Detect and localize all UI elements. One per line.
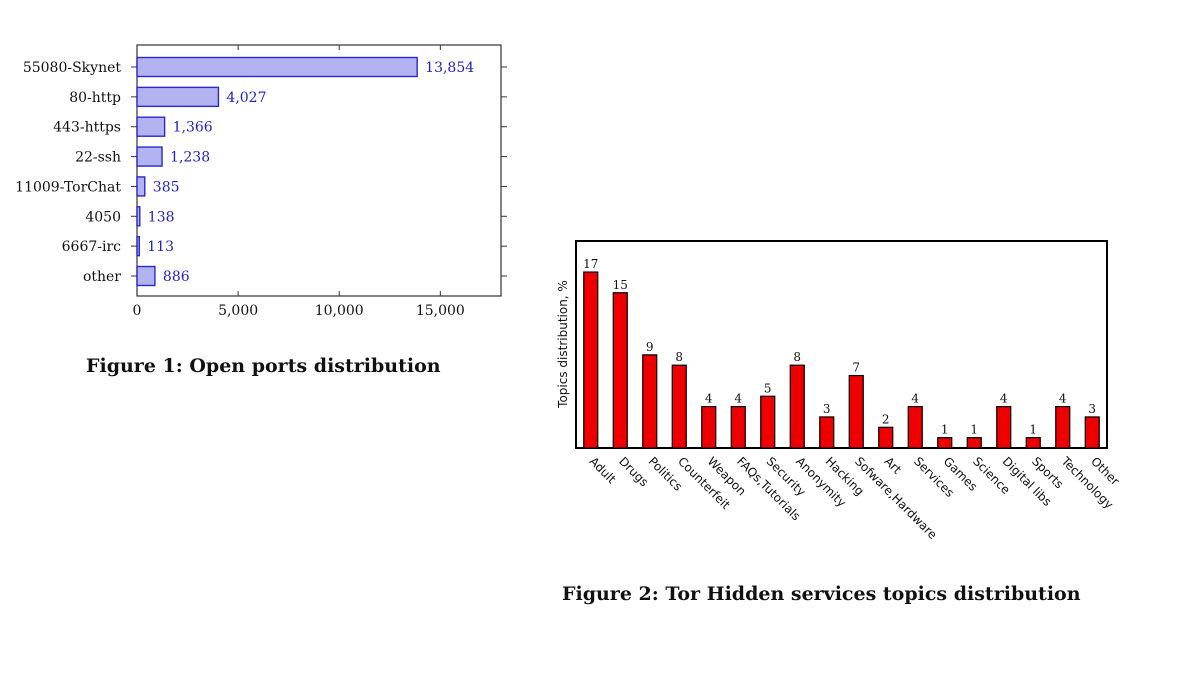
data-label: 4 bbox=[911, 392, 919, 406]
category-label: 11009-TorChat bbox=[15, 179, 121, 195]
data-label: 385 bbox=[153, 179, 180, 195]
bar bbox=[136, 235, 140, 257]
data-label: 4 bbox=[1000, 392, 1008, 406]
bar bbox=[730, 406, 746, 449]
data-label: 1,238 bbox=[170, 150, 210, 166]
data-label: 1 bbox=[941, 423, 949, 437]
data-label: 1,366 bbox=[173, 120, 213, 136]
category-label: 443-https bbox=[53, 120, 121, 136]
bar bbox=[878, 426, 894, 449]
bar bbox=[966, 437, 982, 449]
chart2-frame bbox=[575, 240, 1108, 449]
bar bbox=[136, 56, 418, 78]
x-tick-label: 10,000 bbox=[315, 303, 364, 319]
bar bbox=[136, 176, 146, 197]
data-label: 13,854 bbox=[425, 60, 474, 76]
category-label: 6667-irc bbox=[62, 239, 122, 255]
bar bbox=[1055, 406, 1071, 449]
bar bbox=[136, 116, 166, 137]
data-label: 4,027 bbox=[226, 90, 266, 106]
bar bbox=[789, 364, 805, 449]
category-label: Drugs bbox=[616, 454, 651, 489]
category-label: Art bbox=[882, 454, 905, 477]
data-label: 2 bbox=[882, 412, 890, 426]
x-tick-label: 15,000 bbox=[416, 303, 465, 319]
bar bbox=[1084, 416, 1100, 449]
data-label: 8 bbox=[675, 350, 683, 364]
bar bbox=[612, 292, 628, 449]
data-label: 8 bbox=[793, 350, 801, 364]
bar bbox=[136, 206, 141, 227]
data-label: 3 bbox=[1088, 402, 1096, 416]
bar bbox=[937, 437, 953, 449]
x-tick-label: 0 bbox=[133, 303, 142, 319]
data-label: 886 bbox=[163, 269, 190, 285]
category-label: other bbox=[83, 269, 121, 285]
data-label: 17 bbox=[583, 257, 598, 271]
bar bbox=[907, 406, 923, 449]
data-label: 9 bbox=[646, 340, 654, 354]
data-label: 4 bbox=[1059, 392, 1067, 406]
data-label: 138 bbox=[148, 209, 175, 225]
bar bbox=[136, 86, 220, 108]
figure-2-caption: Figure 2: Tor Hidden services topics dis… bbox=[562, 583, 1081, 605]
data-label: 1 bbox=[1029, 423, 1037, 437]
bar bbox=[1025, 437, 1041, 449]
data-label: 7 bbox=[852, 361, 860, 375]
bar bbox=[136, 265, 156, 287]
figure-1-caption: Figure 1: Open ports distribution bbox=[86, 355, 441, 377]
category-label: 55080-Skynet bbox=[23, 60, 122, 76]
bar bbox=[701, 406, 717, 449]
bar bbox=[671, 364, 687, 449]
category-label: Adult bbox=[587, 454, 619, 486]
data-label: 4 bbox=[734, 392, 742, 406]
data-label: 15 bbox=[613, 278, 628, 292]
data-label: 3 bbox=[823, 402, 831, 416]
data-label: 1 bbox=[970, 423, 978, 437]
category-label: 80-http bbox=[69, 90, 121, 106]
bar bbox=[136, 146, 163, 167]
bar bbox=[583, 271, 599, 449]
y-axis-label: Topics distribution, % bbox=[556, 280, 570, 409]
bar bbox=[996, 406, 1012, 449]
category-label: 22-ssh bbox=[75, 150, 121, 166]
bar bbox=[819, 416, 835, 449]
data-label: 113 bbox=[147, 239, 174, 255]
bar bbox=[642, 354, 658, 449]
category-label: 4050 bbox=[85, 209, 121, 225]
chart1-frame bbox=[136, 44, 502, 297]
data-label: 4 bbox=[705, 392, 713, 406]
data-label: 5 bbox=[764, 381, 772, 395]
bar bbox=[760, 395, 776, 449]
x-tick-label: 5,000 bbox=[218, 303, 258, 319]
bar bbox=[848, 374, 864, 449]
